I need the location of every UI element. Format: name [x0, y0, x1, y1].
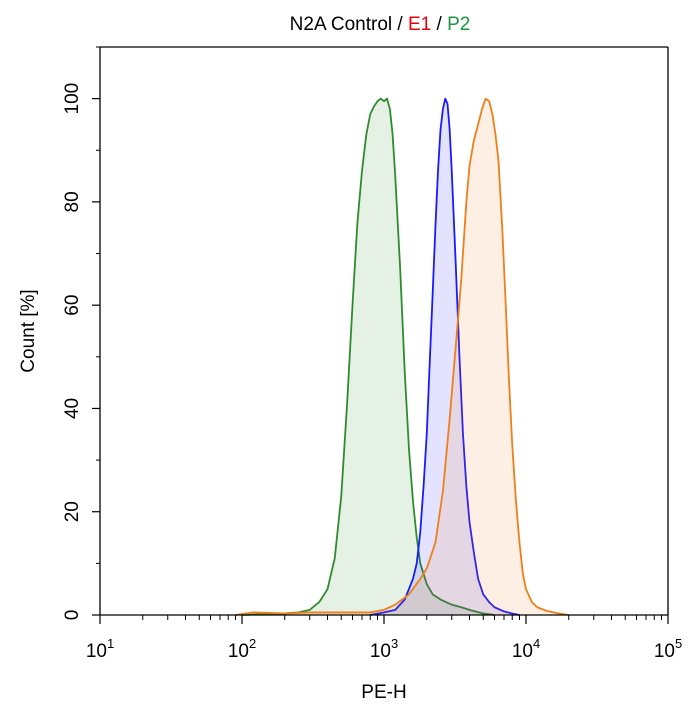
x-tick-label: 102: [228, 636, 256, 662]
x-tick-label: 101: [86, 636, 114, 662]
y-axis-label: Count [%]: [18, 289, 39, 372]
title-part: /: [431, 14, 447, 35]
series-area-0: [242, 98, 495, 615]
x-tick-label: 104: [512, 636, 540, 662]
x-axis-label: PE-H: [361, 682, 406, 703]
y-axis-ticks: 0 20 40 60 80 100: [62, 46, 100, 621]
series-line-0: [241, 97, 495, 616]
x-axis-ticks: 101 102 103 104 105: [86, 615, 682, 662]
series-line-1: [370, 97, 520, 616]
y-tick-label: 80: [62, 191, 83, 212]
series-layer: [235, 97, 569, 616]
chart-title: N2A Control / E1 / P2: [290, 14, 471, 35]
x-tick-label: 103: [370, 636, 398, 662]
plot-area: [100, 46, 669, 615]
y-tick-label: 60: [62, 295, 83, 316]
title-part: P2: [447, 14, 470, 35]
series-area-2: [235, 98, 569, 615]
y-tick-label: 100: [62, 83, 83, 115]
series-area-1: [370, 98, 520, 615]
y-tick-label: 40: [62, 398, 83, 419]
series-line-2: [235, 97, 569, 616]
title-part: /: [392, 14, 408, 35]
x-tick-label: 105: [654, 636, 682, 662]
title-part: E1: [408, 14, 431, 35]
y-tick-label: 0: [62, 610, 83, 621]
title-part: N2A Control: [290, 14, 392, 35]
y-tick-label: 20: [62, 501, 83, 522]
